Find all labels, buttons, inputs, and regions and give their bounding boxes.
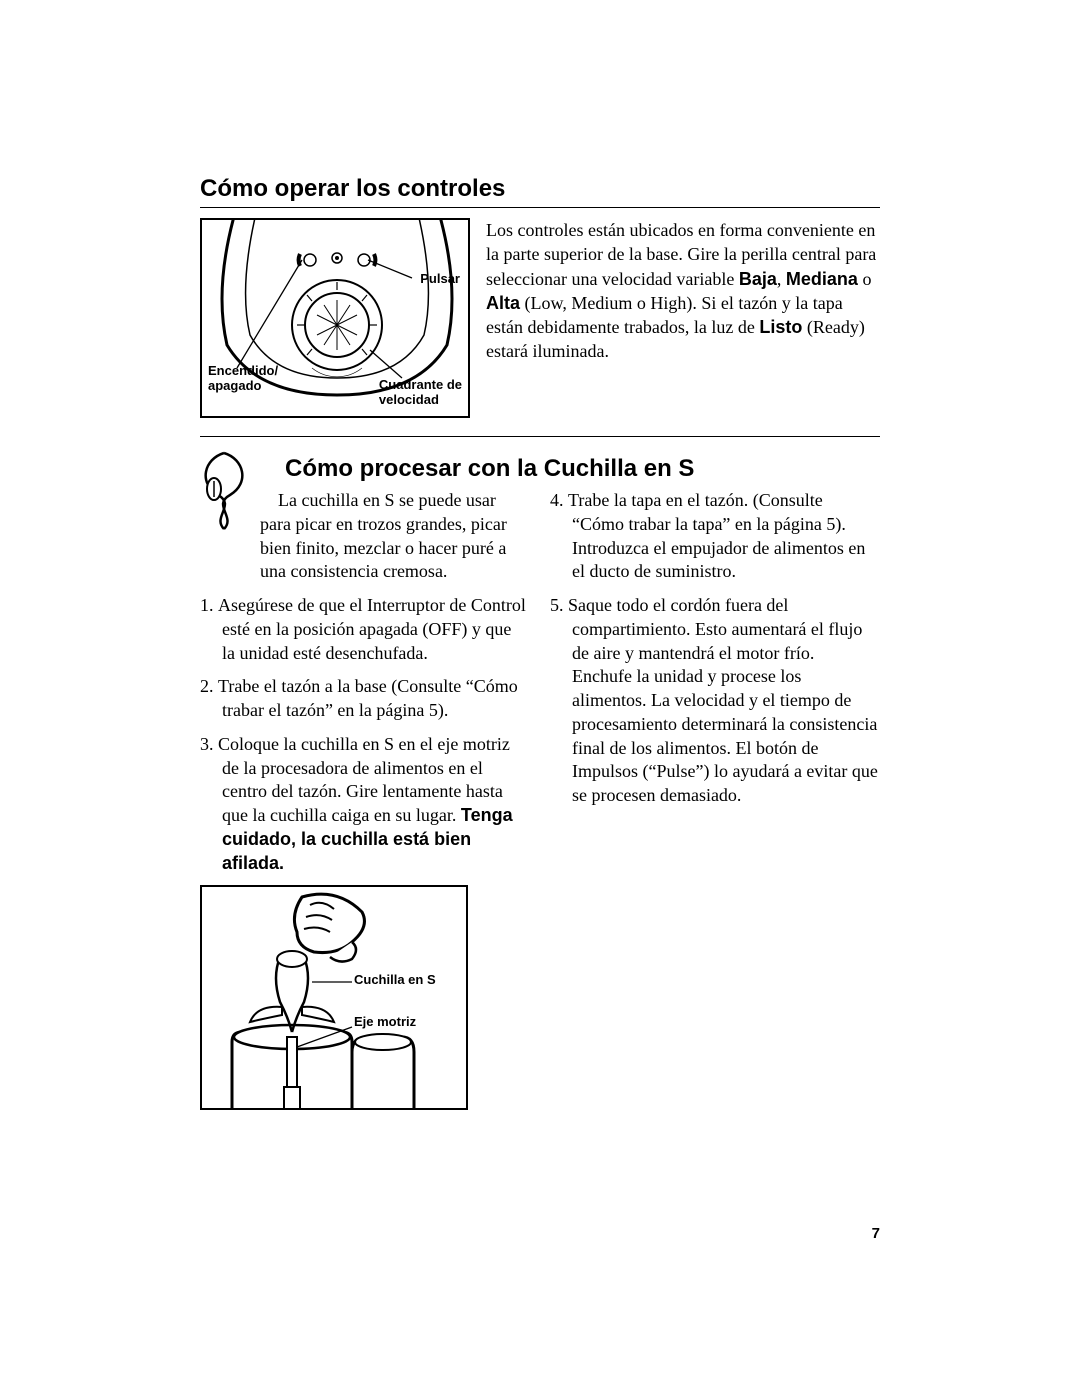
section2-intro: La cuchilla en S se puede usar para pica… bbox=[260, 489, 528, 584]
left-steps: 1. Asegúrese de que el Interruptor de Co… bbox=[200, 594, 528, 875]
step-item: 4. Trabe la tapa en el tazón. (Consulte … bbox=[550, 489, 878, 584]
divider bbox=[200, 207, 880, 208]
label-eje: Eje motriz bbox=[354, 1015, 416, 1030]
left-column: La cuchilla en S se puede usar para pica… bbox=[200, 489, 528, 1110]
step-item: 3. Coloque la cuchilla en S en el eje mo… bbox=[200, 733, 528, 876]
section1-title: Cómo operar los controles bbox=[200, 175, 880, 203]
step-item: 2. Trabe el tazón a la base (Consulte “C… bbox=[200, 675, 528, 723]
step-item: 5. Saque todo el cordón fuera del compar… bbox=[550, 594, 878, 808]
label-encendido: Encendido/ apagado bbox=[208, 364, 278, 394]
step-item: 1. Asegúrese de que el Interruptor de Co… bbox=[200, 594, 528, 665]
sblade-icon bbox=[190, 447, 258, 532]
right-column: 4. Trabe la tapa en el tazón. (Consulte … bbox=[550, 489, 878, 1110]
label-pulsar: Pulsar bbox=[420, 272, 460, 287]
right-steps: 4. Trabe la tapa en el tazón. (Consulte … bbox=[550, 489, 878, 808]
controls-figure: Pulsar Encendido/ apagado Cuadrante de v… bbox=[200, 218, 470, 418]
page-number: 7 bbox=[872, 1225, 880, 1242]
divider bbox=[200, 436, 880, 437]
label-cuchilla: Cuchilla en S bbox=[354, 973, 436, 988]
label-cuadrante: Cuadrante de velocidad bbox=[379, 378, 462, 408]
section1-body: Los controles están ubicados en forma co… bbox=[486, 218, 880, 418]
section2-title: Cómo procesar con la Cuchilla en S bbox=[285, 455, 880, 483]
blade-figure: Cuchilla en S Eje motriz bbox=[200, 885, 468, 1110]
blade-svg bbox=[202, 887, 468, 1110]
